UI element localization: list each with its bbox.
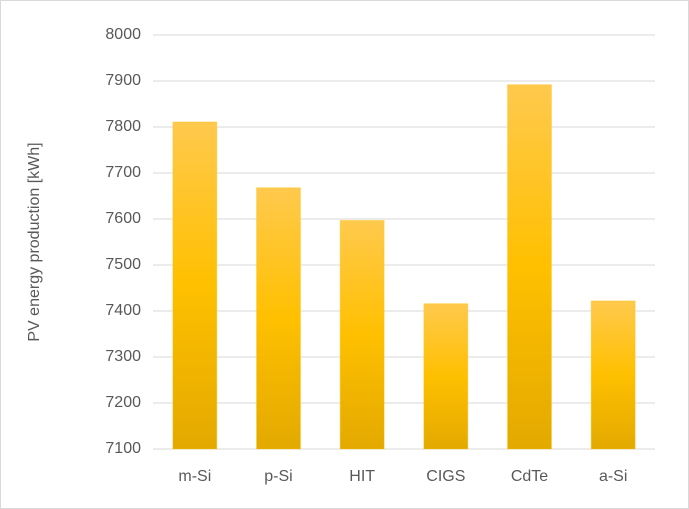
y-tick-label: 7300 — [105, 348, 141, 365]
x-tick-label: p-Si — [264, 468, 292, 485]
y-tick-label: 7200 — [105, 394, 141, 411]
bar — [172, 121, 218, 450]
y-tick-label: 7700 — [105, 164, 141, 181]
y-axis-label: PV energy production [kWh] — [26, 142, 43, 341]
bar — [507, 84, 552, 450]
bar — [256, 187, 301, 450]
bar — [339, 219, 385, 450]
x-tick-label: a-Si — [599, 468, 627, 485]
y-tick-label: 7500 — [105, 256, 141, 273]
bar — [423, 303, 469, 450]
x-tick-label: m-Si — [178, 468, 211, 485]
y-tick-label: 7600 — [105, 210, 141, 227]
x-tick-label: CdTe — [511, 468, 548, 485]
y-tick-label: 7400 — [105, 302, 141, 319]
y-tick-label: 7800 — [105, 118, 141, 135]
y-tick-label: 8000 — [105, 26, 141, 43]
x-tick-label: HIT — [349, 468, 375, 485]
x-tick-label: CIGS — [426, 468, 465, 485]
y-tick-label: 7100 — [105, 440, 141, 457]
bar — [590, 300, 636, 450]
y-tick-label: 7900 — [105, 72, 141, 89]
